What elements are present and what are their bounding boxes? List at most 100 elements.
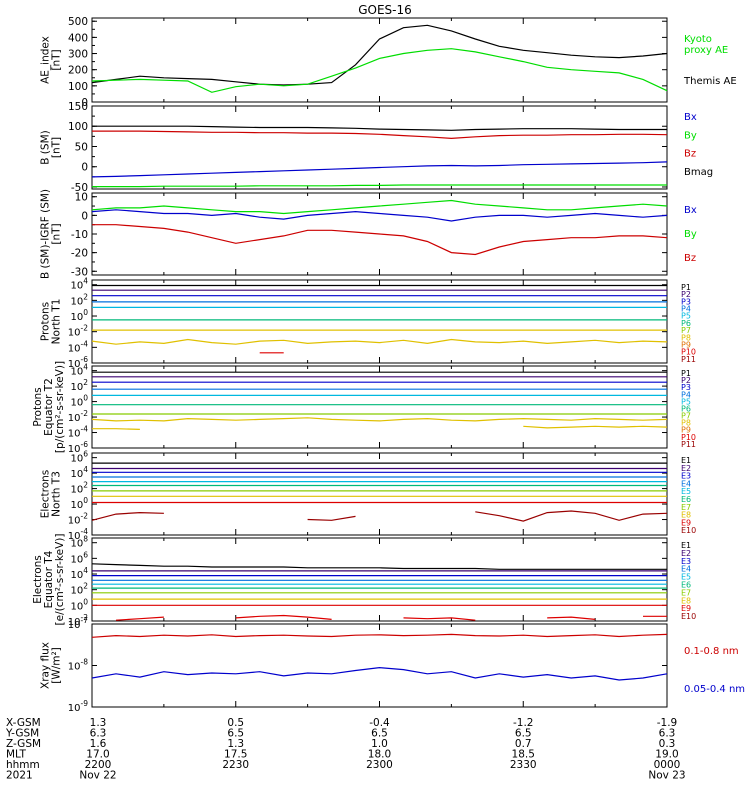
panel-frame [91, 623, 668, 708]
panel-bigrf: -30 -20 -10 0 10 B (SM)-IGRF (SM) [nT] Bx By Bz [40, 189, 697, 279]
legend-entry: E5 [681, 573, 691, 582]
bottom-value: 6.5 [515, 728, 532, 740]
panel-frame [91, 17, 668, 103]
legend-entry: P8 [681, 419, 691, 428]
y-axis-label: Electrons [32, 555, 44, 604]
bottom-value: -1.2 [513, 717, 534, 729]
y-tick-label: 10-7 [68, 616, 88, 631]
y-axis-label: [nT] [51, 49, 63, 70]
y-tick-label: 106 [70, 550, 88, 565]
legend-entry: E10 [681, 612, 696, 621]
y-tick-label: 0 [81, 162, 88, 174]
y-tick-label: -10 [71, 229, 88, 241]
bottom-value: -0.4 [369, 717, 390, 729]
y-axis-label: Electrons [40, 470, 52, 519]
y-tick-label: 100 [70, 597, 88, 612]
legend-entry: P6 [681, 404, 691, 413]
y-tick-label: 400 [68, 32, 88, 44]
legend-entry: Themis AE [683, 76, 737, 87]
panel-frame [91, 365, 668, 449]
y-axis-label: B (SM)-IGRF (SM) [40, 189, 52, 279]
y-axis-label: [nT] [51, 137, 63, 158]
series-line-ee-e10 [235, 614, 332, 620]
legend-entry: E5 [681, 487, 691, 496]
bottom-value: 1.3 [90, 717, 107, 729]
y-axis-label: Protons [32, 387, 44, 426]
legend-entry: E3 [681, 557, 691, 566]
y-axis-label: [p/(cm²-s-sr-keV)] [54, 361, 66, 453]
y-axis-label: [W/m²] [51, 647, 63, 684]
bottom-row-label: MLT [6, 749, 26, 761]
series-line-ae-kyoto-proxy-ae [91, 48, 668, 93]
legend-entry: P3 [681, 297, 691, 306]
panel-frame [91, 537, 668, 622]
panel-frame [91, 279, 668, 364]
panel-frame [91, 452, 668, 536]
legend-entry: E9 [681, 604, 691, 613]
y-tick-label: 150 [68, 101, 88, 113]
bottom-value: 18.0 [368, 749, 391, 761]
bottom-value: 0000 [654, 759, 681, 771]
legend-entry: E9 [681, 518, 691, 527]
legend-entry: E1 [681, 456, 691, 465]
series-line-en-e10 [307, 515, 356, 521]
legend-entry: 0.1-0.8 nm [684, 646, 739, 657]
legend-entry: P11 [681, 440, 696, 449]
bottom-value: 0.3 [659, 738, 676, 750]
legend-entry: Bx [684, 205, 697, 216]
legend-entry: E4 [681, 565, 691, 574]
bottom-row-label: 2021 [6, 770, 33, 782]
bottom-value: 2330 [510, 759, 537, 771]
y-tick-label: 102 [70, 481, 88, 496]
y-tick-label: 10-2 [68, 324, 88, 339]
series-line-ee-e1 [91, 563, 667, 570]
legend-entry: proxy AE [684, 45, 728, 56]
bottom-row-label: Z-GSM [6, 738, 41, 750]
y-tick-label: 100 [70, 308, 88, 323]
y-tick-label: 0 [81, 210, 88, 222]
y-axis-label: North T3 [51, 471, 63, 517]
panel-xray: 10-7 10-8 10-9 Xray flux [W/m²] 0.1-0.8 nm 0.0… [40, 616, 746, 714]
legend-entry: P2 [681, 290, 691, 299]
series-line-pe-p8 [91, 417, 668, 422]
series-line-en-e10 [91, 511, 164, 521]
series-line-pe-p9 [92, 428, 140, 430]
legend-entry: P10 [681, 433, 696, 442]
legend-entry: P9 [681, 426, 691, 435]
y-tick-label: 100 [70, 496, 88, 511]
legend-entry: E6 [681, 581, 691, 590]
legend-entry: P7 [681, 326, 691, 335]
legend-entry: E7 [681, 588, 691, 597]
legend-entry: Bx [684, 112, 697, 123]
panel-bsm: -50 0 50 100 150 B (SM) [nT] Bx By Bz Bmag [40, 101, 714, 194]
legend-entry: P10 [681, 348, 696, 357]
bottom-value: 17.5 [224, 749, 247, 761]
series-line-ee-e10 [403, 617, 476, 621]
bottom-value: Nov 23 [648, 770, 685, 782]
series-line-bsm-bx [91, 161, 668, 178]
bottom-value: 6.5 [371, 728, 388, 740]
y-tick-label: 106 [70, 450, 88, 465]
y-tick-label: 104 [70, 277, 88, 292]
legend-entry: Bmag [684, 167, 713, 178]
y-tick-label: -50 [71, 182, 88, 194]
series-line-xray-0-05-0-4-nm [91, 666, 668, 681]
y-tick-label: 10-4 [68, 339, 88, 354]
panel-frame [91, 105, 668, 190]
y-tick-label: 10-6 [68, 355, 88, 370]
y-tick-label: -20 [71, 248, 88, 260]
y-tick-label: 104 [70, 363, 88, 378]
y-tick-label: 0 [81, 97, 88, 109]
y-tick-label: 200 [68, 65, 88, 77]
series-line-bigrf-by [91, 199, 668, 215]
y-axis-label: AE_index [40, 36, 52, 84]
legend-entry: P2 [681, 376, 691, 385]
bottom-value: 6.5 [227, 728, 244, 740]
bottom-row-label: hhmm [6, 759, 40, 771]
legend-entry: E6 [681, 495, 691, 504]
legend-entry: P5 [681, 312, 691, 321]
legend-entry: E8 [681, 511, 691, 520]
